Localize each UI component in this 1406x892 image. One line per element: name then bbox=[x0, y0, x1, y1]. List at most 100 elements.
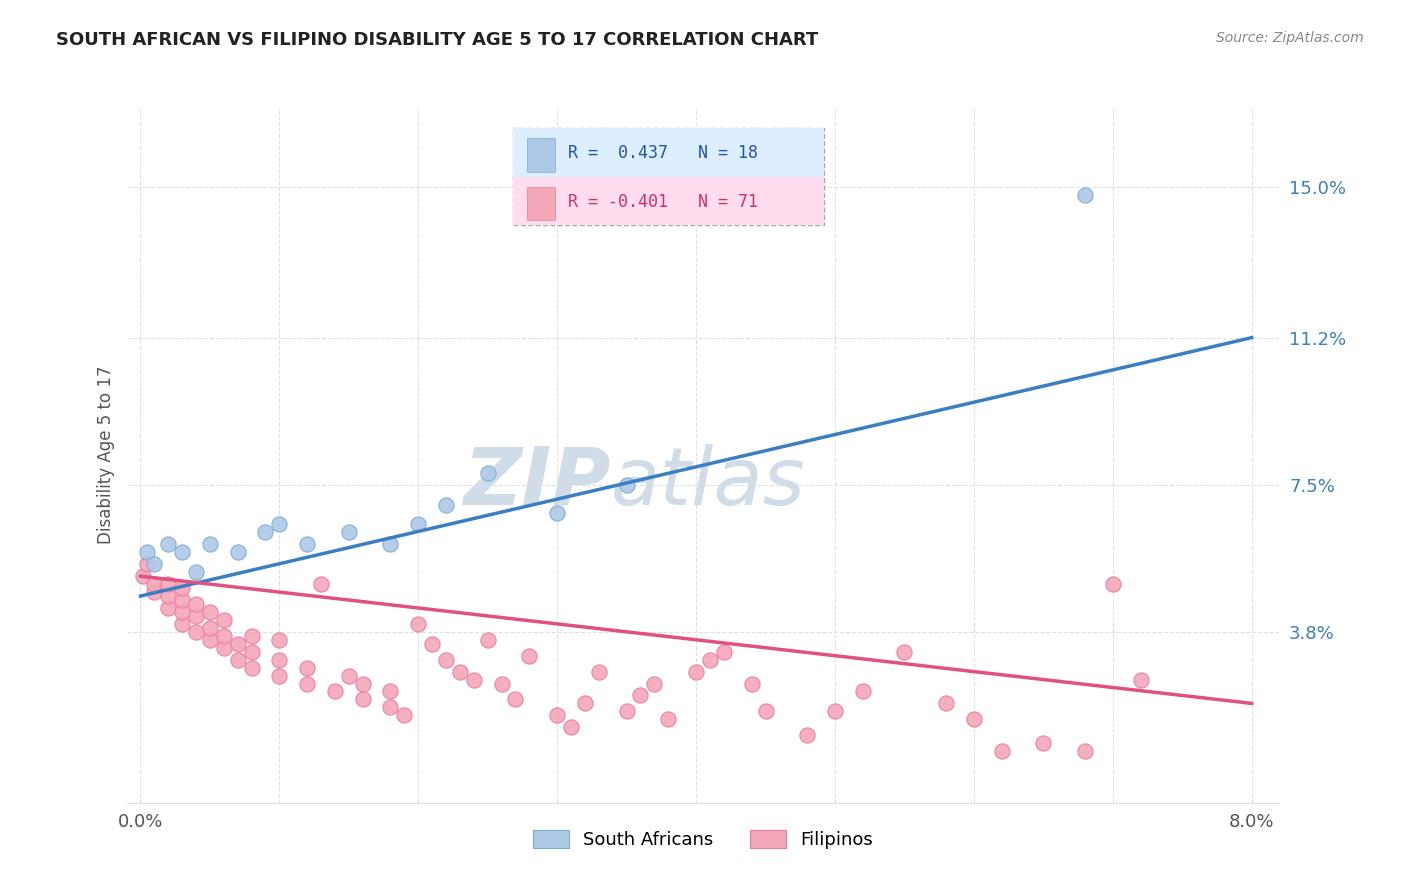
Text: SOUTH AFRICAN VS FILIPINO DISABILITY AGE 5 TO 17 CORRELATION CHART: SOUTH AFRICAN VS FILIPINO DISABILITY AGE… bbox=[56, 31, 818, 49]
Point bbox=[157, 601, 180, 615]
Point bbox=[295, 676, 318, 690]
Point bbox=[240, 629, 263, 643]
Point bbox=[699, 653, 721, 667]
Point bbox=[198, 537, 221, 551]
Point bbox=[852, 684, 875, 698]
Point bbox=[269, 517, 291, 532]
Point bbox=[254, 525, 277, 540]
Point bbox=[935, 697, 957, 711]
Point bbox=[406, 616, 429, 631]
Point bbox=[198, 605, 221, 619]
Point bbox=[1032, 736, 1054, 750]
Point bbox=[143, 577, 166, 591]
Point bbox=[337, 668, 360, 682]
Point bbox=[240, 660, 263, 674]
Point bbox=[796, 728, 818, 742]
Point bbox=[685, 665, 707, 679]
Point bbox=[143, 585, 166, 599]
Point bbox=[269, 632, 291, 647]
FancyBboxPatch shape bbox=[513, 128, 824, 177]
Point bbox=[212, 629, 235, 643]
Point bbox=[394, 708, 416, 723]
FancyBboxPatch shape bbox=[527, 187, 555, 220]
Point bbox=[420, 637, 443, 651]
Point bbox=[657, 712, 679, 726]
Point bbox=[1074, 744, 1097, 758]
Point bbox=[226, 545, 249, 559]
Point bbox=[546, 506, 568, 520]
Point bbox=[172, 545, 194, 559]
Point bbox=[172, 616, 194, 631]
Point bbox=[380, 700, 402, 714]
Point bbox=[172, 605, 194, 619]
Point bbox=[295, 660, 318, 674]
FancyBboxPatch shape bbox=[513, 177, 824, 226]
Text: atlas: atlas bbox=[610, 443, 806, 522]
Point bbox=[643, 676, 665, 690]
Point bbox=[184, 624, 207, 639]
Point bbox=[143, 558, 166, 572]
Point bbox=[198, 632, 221, 647]
Point bbox=[477, 466, 499, 480]
Point bbox=[172, 593, 194, 607]
Point bbox=[630, 689, 652, 703]
Point bbox=[754, 704, 776, 718]
Point bbox=[337, 525, 360, 540]
Point bbox=[741, 676, 763, 690]
Point bbox=[380, 684, 402, 698]
Point bbox=[136, 545, 159, 559]
Point bbox=[380, 537, 402, 551]
Point bbox=[212, 613, 235, 627]
Point bbox=[323, 684, 346, 698]
Point bbox=[1074, 187, 1097, 202]
Point bbox=[713, 645, 735, 659]
FancyBboxPatch shape bbox=[513, 128, 824, 226]
Point bbox=[505, 692, 527, 706]
Point bbox=[491, 676, 513, 690]
Point bbox=[172, 581, 194, 595]
Point bbox=[406, 517, 429, 532]
Point bbox=[963, 712, 986, 726]
Point bbox=[560, 720, 582, 734]
Point bbox=[352, 676, 374, 690]
Point bbox=[184, 597, 207, 611]
Point bbox=[295, 537, 318, 551]
Point bbox=[132, 569, 155, 583]
Point bbox=[893, 645, 915, 659]
Point bbox=[184, 565, 207, 579]
Point bbox=[1101, 577, 1123, 591]
Point bbox=[616, 704, 638, 718]
Point bbox=[588, 665, 610, 679]
Point bbox=[574, 697, 596, 711]
Text: ZIP: ZIP bbox=[464, 443, 610, 522]
Point bbox=[240, 645, 263, 659]
Legend: South Africans, Filipinos: South Africans, Filipinos bbox=[526, 822, 880, 856]
Point bbox=[198, 621, 221, 635]
Y-axis label: Disability Age 5 to 17: Disability Age 5 to 17 bbox=[97, 366, 115, 544]
Point bbox=[546, 708, 568, 723]
Point bbox=[212, 640, 235, 655]
Point bbox=[157, 537, 180, 551]
Point bbox=[352, 692, 374, 706]
Point bbox=[434, 653, 457, 667]
Point bbox=[449, 665, 471, 679]
Point bbox=[157, 589, 180, 603]
Point bbox=[434, 498, 457, 512]
Point bbox=[616, 477, 638, 491]
Point bbox=[136, 558, 159, 572]
Point bbox=[226, 637, 249, 651]
Point bbox=[463, 673, 485, 687]
Point bbox=[519, 648, 541, 663]
Point bbox=[990, 744, 1012, 758]
FancyBboxPatch shape bbox=[527, 138, 555, 172]
Point bbox=[1129, 673, 1152, 687]
Text: R = -0.401   N = 71: R = -0.401 N = 71 bbox=[568, 193, 758, 211]
Point bbox=[824, 704, 846, 718]
Point bbox=[309, 577, 332, 591]
Point bbox=[226, 653, 249, 667]
Point bbox=[269, 668, 291, 682]
Point bbox=[184, 609, 207, 624]
Text: Source: ZipAtlas.com: Source: ZipAtlas.com bbox=[1216, 31, 1364, 45]
Point bbox=[477, 632, 499, 647]
Point bbox=[157, 577, 180, 591]
